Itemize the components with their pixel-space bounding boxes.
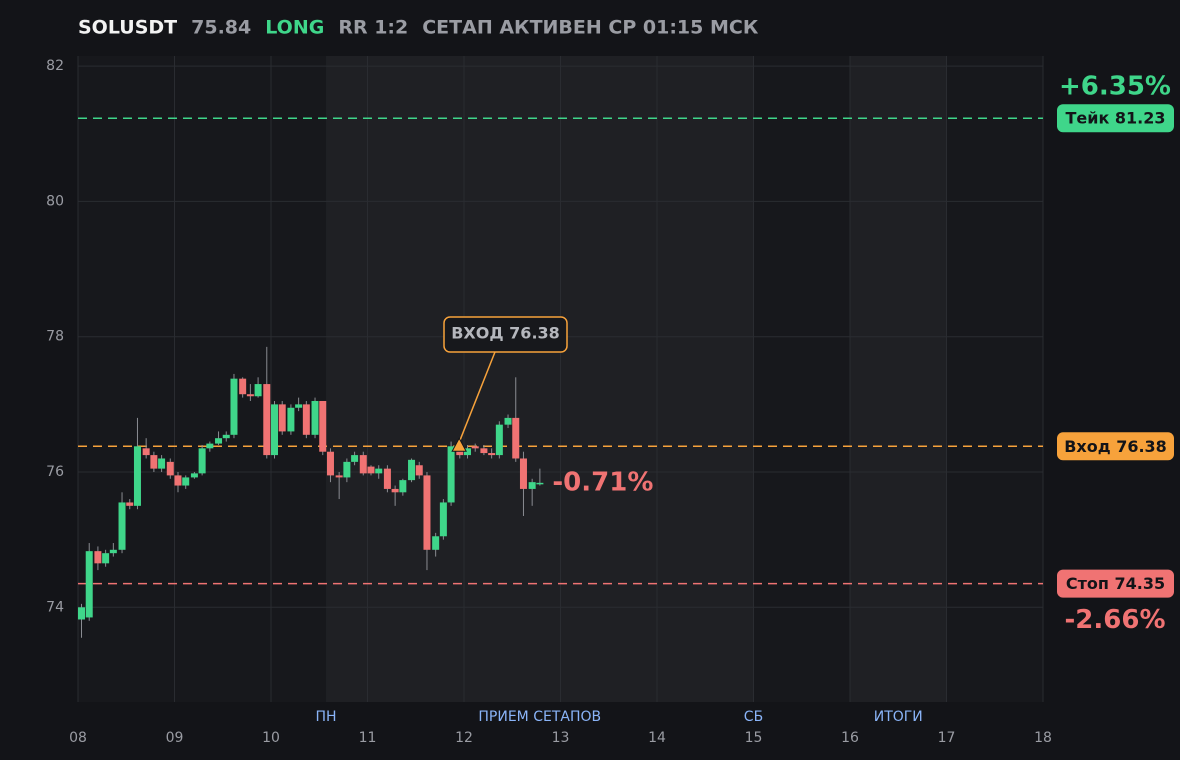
candle-body bbox=[150, 455, 158, 469]
x-tick-label: 08 bbox=[69, 730, 87, 746]
candle-body bbox=[495, 424, 503, 456]
candle-body bbox=[133, 446, 141, 506]
candle-body bbox=[399, 480, 407, 493]
candle-body bbox=[94, 551, 102, 564]
candle-body bbox=[447, 446, 455, 503]
candle-body bbox=[432, 536, 440, 550]
status: СЕТАП АКТИВЕН СР 01:15 МСК bbox=[422, 17, 759, 39]
x-tick-label: 12 bbox=[455, 730, 473, 746]
candle-body bbox=[174, 475, 182, 486]
session-marker: СБ bbox=[744, 709, 763, 725]
candle-body bbox=[126, 502, 134, 506]
candle-body bbox=[246, 394, 254, 397]
x-tick-label: 09 bbox=[166, 730, 184, 746]
session-marker: ПН bbox=[315, 709, 336, 725]
candle-body bbox=[464, 448, 471, 456]
level-label: Стоп 74.35 bbox=[1066, 574, 1165, 593]
candle-body bbox=[278, 404, 286, 432]
entry-connector bbox=[458, 351, 496, 443]
candle-body bbox=[391, 488, 399, 493]
side: LONG bbox=[265, 17, 324, 39]
candle-body bbox=[504, 417, 512, 425]
x-tick-label: 13 bbox=[552, 730, 570, 746]
y-tick-label: 74 bbox=[46, 599, 64, 615]
candle-body bbox=[118, 502, 126, 550]
candle-body bbox=[512, 417, 520, 459]
candle-body bbox=[78, 607, 85, 620]
candle-body bbox=[102, 553, 110, 564]
candle-body bbox=[471, 446, 479, 449]
candle-body bbox=[326, 451, 334, 476]
session-region bbox=[850, 56, 947, 702]
y-tick-label: 80 bbox=[46, 193, 64, 209]
x-tick-label: 16 bbox=[841, 730, 859, 746]
candle-body bbox=[198, 448, 206, 474]
session-label: ПРИЕМ СЕТАПОВ bbox=[478, 709, 601, 725]
x-tick-label: 15 bbox=[745, 730, 763, 746]
x-tick-label: 14 bbox=[648, 730, 666, 746]
session-region bbox=[326, 56, 754, 702]
candle-body bbox=[263, 384, 271, 456]
candle-body bbox=[408, 459, 416, 481]
candle-body bbox=[319, 400, 327, 452]
candle-body bbox=[351, 455, 359, 462]
candle-body bbox=[302, 404, 310, 435]
candle-body bbox=[536, 482, 544, 485]
candle-body bbox=[519, 458, 527, 489]
candle-body bbox=[254, 384, 262, 397]
level-badge bbox=[1057, 432, 1174, 461]
candle-body bbox=[142, 448, 150, 456]
candle-body bbox=[311, 400, 319, 435]
candle-body bbox=[85, 551, 93, 618]
level-label: Тейк 81.23 bbox=[1065, 109, 1165, 128]
x-tick-label: 10 bbox=[262, 730, 280, 746]
candle-body bbox=[343, 461, 351, 478]
price: 75.84 bbox=[191, 17, 251, 39]
candle-body bbox=[230, 378, 238, 435]
candle-body bbox=[528, 482, 536, 489]
candle-body bbox=[158, 458, 166, 469]
level-badge bbox=[1057, 569, 1174, 598]
y-tick-label: 78 bbox=[46, 329, 64, 345]
entry-marker bbox=[451, 437, 468, 452]
x-tick-label: 18 bbox=[1034, 730, 1052, 746]
candle-body bbox=[182, 477, 190, 486]
candle-body bbox=[222, 434, 230, 439]
candle-body bbox=[423, 475, 431, 550]
entry-callout bbox=[443, 316, 568, 353]
candle-body bbox=[375, 468, 383, 474]
candle-body bbox=[295, 404, 303, 408]
candle-body bbox=[367, 466, 375, 474]
candle-body bbox=[383, 468, 391, 489]
candle-body bbox=[415, 465, 423, 476]
candle-body bbox=[239, 378, 247, 395]
y-tick-label: 76 bbox=[46, 464, 64, 480]
symbol: SOLUSDT bbox=[78, 17, 177, 39]
candle-body bbox=[480, 448, 488, 454]
candle-body bbox=[271, 404, 278, 456]
candle-body bbox=[359, 455, 367, 474]
level-label: Вход 76.38 bbox=[1064, 437, 1167, 456]
level-percent: -2.66% bbox=[1065, 605, 1166, 635]
candle-body bbox=[488, 453, 496, 456]
x-tick-label: 17 bbox=[938, 730, 956, 746]
risk-reward: RR 1:2 bbox=[338, 17, 408, 39]
level-percent: +6.35% bbox=[1059, 72, 1171, 102]
current-percent: -0.71% bbox=[552, 467, 653, 497]
candle-body bbox=[439, 502, 447, 537]
session-label: ИТОГИ bbox=[874, 709, 923, 725]
candle-body bbox=[206, 443, 214, 449]
x-tick-label: 11 bbox=[359, 730, 377, 746]
level-badge bbox=[1057, 104, 1174, 133]
candle-body bbox=[215, 438, 223, 444]
entry-label: ВХОД 76.38 bbox=[451, 324, 560, 343]
candle-body bbox=[335, 475, 343, 478]
candle-body bbox=[287, 407, 295, 432]
candle-body bbox=[109, 549, 117, 554]
y-tick-label: 82 bbox=[46, 58, 64, 74]
candle-body bbox=[166, 461, 174, 476]
candle-body bbox=[190, 473, 198, 478]
